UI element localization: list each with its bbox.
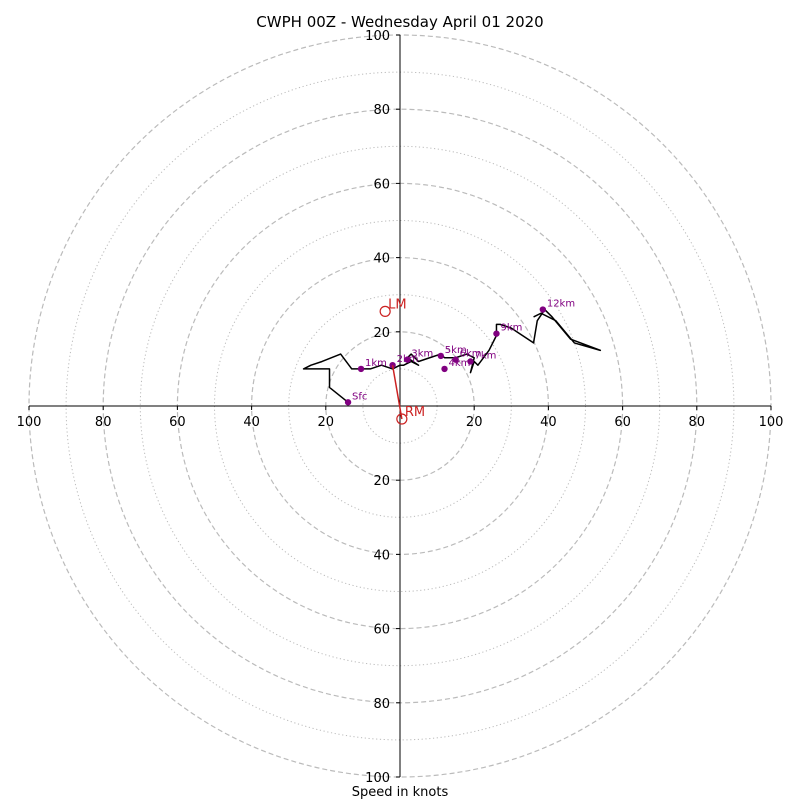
height-marker-label: Sfc: [352, 391, 367, 402]
storm-motion-marker: [396, 413, 408, 425]
height-marker-point: [493, 330, 500, 337]
height-marker-point: [344, 399, 352, 406]
y-tick-label: 100: [365, 29, 390, 44]
x-tick-label: 20: [318, 415, 335, 430]
height-marker-label: 1km: [365, 358, 387, 369]
storm-motion-vector: [391, 365, 403, 420]
storm-motion: LM RM: [379, 297, 425, 425]
height-marker-label: 12km: [547, 299, 575, 310]
y-tick-label: 20: [373, 474, 390, 489]
x-tick-label: 100: [17, 415, 42, 430]
height-marker-point: [389, 361, 396, 369]
y-tick-label: 60: [373, 177, 390, 192]
storm-motion-marker: [379, 305, 391, 317]
height-marker-point: [539, 306, 547, 313]
height-marker-point: [467, 358, 474, 365]
height-marker-label: 6km: [460, 349, 482, 360]
height-marker-point: [404, 356, 411, 363]
x-axis-label: Speed in knots: [352, 785, 449, 800]
height-marker-label: 7km: [474, 350, 496, 361]
wind-trace: [302, 308, 602, 403]
x-tick-label: 80: [689, 415, 706, 430]
x-tick-label: 40: [540, 415, 557, 430]
height-marker-label: 5km: [445, 345, 467, 356]
x-tick-label: 60: [614, 415, 631, 430]
height-markers: Sfc1km2km3km4km5km6km7km9km12km: [344, 299, 575, 406]
height-marker-point: [437, 352, 445, 360]
y-tick-label: 100: [365, 771, 390, 786]
y-tick-label: 60: [373, 623, 390, 638]
storm-motion-label: RM: [405, 405, 425, 420]
y-tick-label: 80: [373, 103, 390, 118]
x-tick-label: 100: [759, 415, 784, 430]
hodograph-line: [302, 308, 602, 403]
y-tick-label: 80: [373, 697, 390, 712]
tick-labels: 100 80 60 40 20 20 40 60 80 100 100 80 60 40 20 20 40 60 8…: [17, 29, 784, 786]
height-marker-label: 4km: [449, 358, 471, 369]
x-tick-label: 80: [95, 415, 112, 430]
y-tick-label: 40: [373, 548, 390, 563]
chart-title: CWPH 00Z - Wednesday April 01 2020: [256, 13, 543, 31]
height-marker-label: 3km: [411, 349, 433, 360]
height-marker-label: 9km: [500, 323, 522, 334]
x-tick-label: 40: [243, 415, 260, 430]
height-marker-point: [452, 356, 459, 363]
height-marker-point: [357, 365, 365, 373]
x-tick-label: 60: [169, 415, 186, 430]
height-marker-point: [441, 365, 448, 373]
y-tick-label: 20: [373, 326, 390, 341]
storm-motion-label: LM: [388, 297, 406, 312]
x-tick-label: 20: [466, 415, 483, 430]
y-tick-label: 40: [373, 252, 390, 267]
